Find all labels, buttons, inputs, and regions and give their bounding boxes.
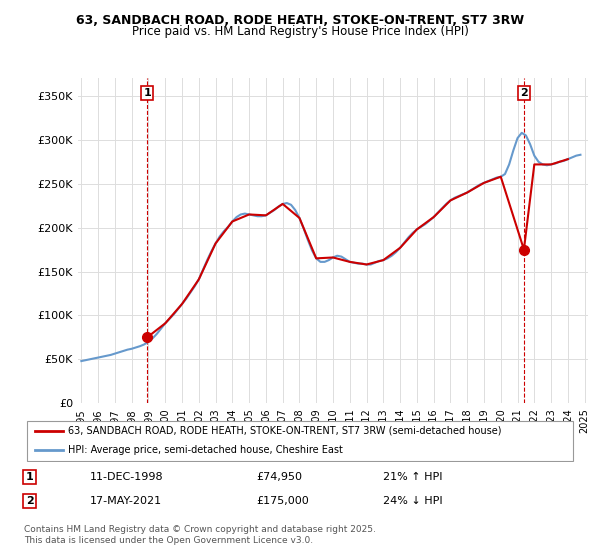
Text: 2: 2: [520, 88, 528, 98]
Text: 1: 1: [26, 472, 34, 482]
Text: 21% ↑ HPI: 21% ↑ HPI: [383, 472, 442, 482]
FancyBboxPatch shape: [27, 421, 573, 461]
Text: 2: 2: [26, 496, 34, 506]
Text: 63, SANDBACH ROAD, RODE HEATH, STOKE-ON-TRENT, ST7 3RW: 63, SANDBACH ROAD, RODE HEATH, STOKE-ON-…: [76, 14, 524, 27]
Text: 11-DEC-1998: 11-DEC-1998: [90, 472, 164, 482]
Text: 1: 1: [143, 88, 151, 98]
Text: £175,000: £175,000: [256, 496, 308, 506]
Text: HPI: Average price, semi-detached house, Cheshire East: HPI: Average price, semi-detached house,…: [68, 445, 343, 455]
Text: 17-MAY-2021: 17-MAY-2021: [90, 496, 163, 506]
Text: Price paid vs. HM Land Registry's House Price Index (HPI): Price paid vs. HM Land Registry's House …: [131, 25, 469, 38]
Text: 63, SANDBACH ROAD, RODE HEATH, STOKE-ON-TRENT, ST7 3RW (semi-detached house): 63, SANDBACH ROAD, RODE HEATH, STOKE-ON-…: [68, 426, 502, 436]
Text: Contains HM Land Registry data © Crown copyright and database right 2025.
This d: Contains HM Land Registry data © Crown c…: [24, 525, 376, 545]
Text: £74,950: £74,950: [256, 472, 302, 482]
Text: 24% ↓ HPI: 24% ↓ HPI: [383, 496, 442, 506]
